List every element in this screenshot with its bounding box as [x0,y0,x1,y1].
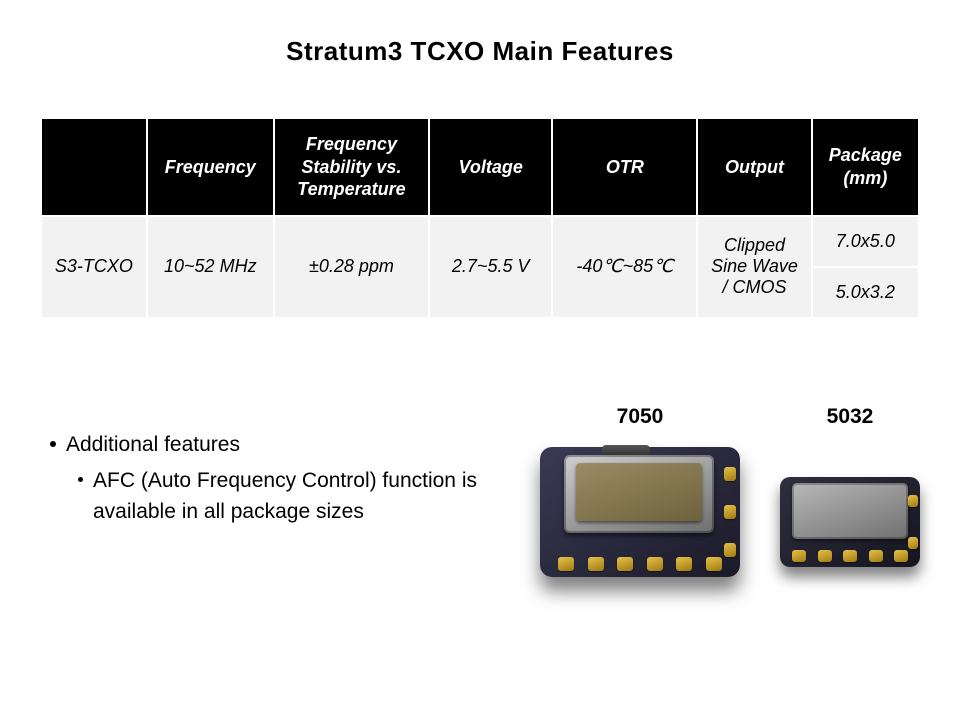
th-blank [41,118,147,216]
chip-col-7050: 7050 [540,405,740,577]
cell-output: Clipped Sine Wave / CMOS [697,216,811,318]
cell-package-0: 7.0x5.0 [812,216,919,267]
th-stability: Frequency Stability vs. Temperature [274,118,429,216]
page-title: Stratum3 TCXO Main Features [40,36,920,67]
table-header-row: Frequency Frequency Stability vs. Temper… [41,118,919,216]
chip-label-7050: 7050 [617,405,664,429]
features-table: Frequency Frequency Stability vs. Temper… [40,117,920,319]
th-frequency: Frequency [147,118,274,216]
th-output: Output [697,118,811,216]
additional-features: Additional features AFC (Auto Frequency … [50,430,513,527]
th-voltage: Voltage [429,118,552,216]
chip-col-5032: 5032 [780,405,920,567]
table-row: S3-TCXO 10~52 MHz ±0.28 ppm 2.7~5.5 V -4… [41,216,919,267]
cell-otr: -40℃~85℃ [552,216,697,318]
th-otr: OTR [552,118,697,216]
th-package: Package (mm) [812,118,919,216]
bullet-icon [78,477,83,482]
cell-stability: ±0.28 ppm [274,216,429,318]
cell-voltage: 2.7~5.5 V [429,216,552,318]
bullet-icon [50,441,56,447]
cell-frequency: 10~52 MHz [147,216,274,318]
features-item: AFC (Auto Frequency Control) function is… [93,466,513,527]
chip-label-5032: 5032 [827,405,874,429]
chip-images: 7050 5032 [520,405,940,577]
chip-5032-icon [780,477,920,567]
cell-name: S3-TCXO [41,216,147,318]
cell-package-1: 5.0x3.2 [812,267,919,318]
features-heading: Additional features [66,430,240,460]
chip-7050-icon [540,447,740,577]
